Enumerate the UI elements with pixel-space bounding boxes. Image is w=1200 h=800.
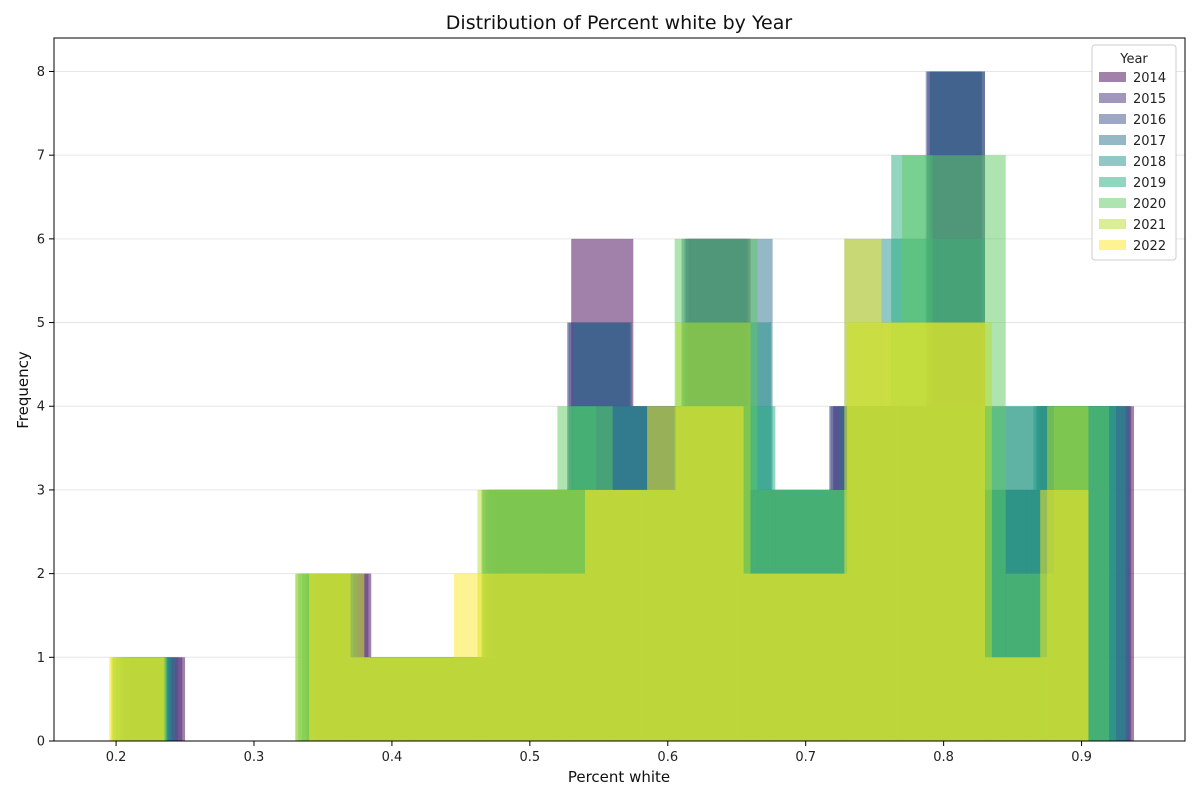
y-tick-label-8: 8: [37, 65, 45, 80]
legend-label-2021: 2021: [1133, 218, 1166, 233]
x-tick-label-0.2: 0.2: [106, 750, 127, 765]
legend-swatch-2014: [1099, 72, 1126, 82]
legend-swatch-2020: [1099, 198, 1126, 208]
bar-2022-4: [502, 573, 586, 741]
bar-2022-3: [453, 573, 503, 741]
legend-swatch-2018: [1099, 156, 1126, 166]
series-2022: [109, 238, 1089, 741]
legend-label-2018: 2018: [1133, 155, 1166, 170]
x-tick-label-0.8: 0.8: [933, 750, 954, 765]
legend-items: 2014 2015 2016 2017 2018 2019 2020 2021 2022: [1099, 71, 1166, 254]
x-tick-label-0.7: 0.7: [795, 750, 816, 765]
bar-2022-2: [364, 657, 454, 741]
y-tick-label-5: 5: [37, 316, 45, 331]
y-tick-label-1: 1: [37, 651, 45, 666]
plot-area-frame: [53, 37, 1186, 742]
y-tick-label-4: 4: [37, 400, 45, 415]
bar-2022-7: [743, 573, 845, 741]
legend-swatch-2019: [1099, 177, 1126, 187]
y-tick-label-6: 6: [37, 232, 45, 247]
x-tick-label-0.4: 0.4: [382, 750, 403, 765]
legend-label-2022: 2022: [1133, 239, 1166, 254]
y-tick-label-3: 3: [37, 483, 45, 498]
bar-2022-0: [109, 657, 165, 741]
histogram-bars: [109, 71, 1134, 741]
y-tick-label-2: 2: [37, 567, 45, 582]
legend: Year 2014 2015 2016 2017 2018 2019 2020 2021 202…: [1091, 44, 1177, 261]
bar-2022-1: [309, 573, 365, 741]
x-axis-ticks: 0.2 0.3 0.4 0.5 0.6 0.7 0.8 0.9: [106, 741, 1092, 765]
legend-swatch-2021: [1099, 219, 1126, 229]
y-tick-label-0: 0: [37, 735, 45, 750]
legend-swatch-2015: [1099, 93, 1126, 103]
x-tick-label-0.9: 0.9: [1071, 750, 1092, 765]
y-axis-ticks: 0 1 2 3 4 5 6 7 8: [37, 65, 54, 750]
bar-2022-11: [1040, 489, 1089, 741]
bar-2022-9: [881, 322, 986, 741]
bar-2022-8: [844, 238, 882, 741]
x-axis-label: Percent white: [568, 768, 670, 786]
legend-label-2015: 2015: [1133, 92, 1166, 107]
legend-label-2019: 2019: [1133, 176, 1166, 191]
x-tick-label-0.3: 0.3: [244, 750, 265, 765]
legend-label-2017: 2017: [1133, 134, 1166, 149]
legend-swatch-2017: [1099, 135, 1126, 145]
bar-2022-6: [647, 406, 744, 741]
y-tick-label-7: 7: [37, 149, 45, 164]
legend-swatch-2016: [1099, 114, 1126, 124]
chart-title: Distribution of Percent white by Year: [446, 12, 793, 34]
legend-label-2016: 2016: [1133, 113, 1166, 128]
bar-2022-5: [585, 489, 648, 741]
legend-swatch-2022: [1099, 240, 1126, 250]
legend-title: Year: [1119, 52, 1148, 67]
legend-label-2020: 2020: [1133, 197, 1166, 212]
bar-2022-10: [985, 657, 1041, 741]
x-tick-label-0.6: 0.6: [657, 750, 678, 765]
y-axis-label: Frequency: [14, 351, 32, 429]
x-tick-label-0.5: 0.5: [520, 750, 541, 765]
legend-label-2014: 2014: [1133, 71, 1166, 86]
